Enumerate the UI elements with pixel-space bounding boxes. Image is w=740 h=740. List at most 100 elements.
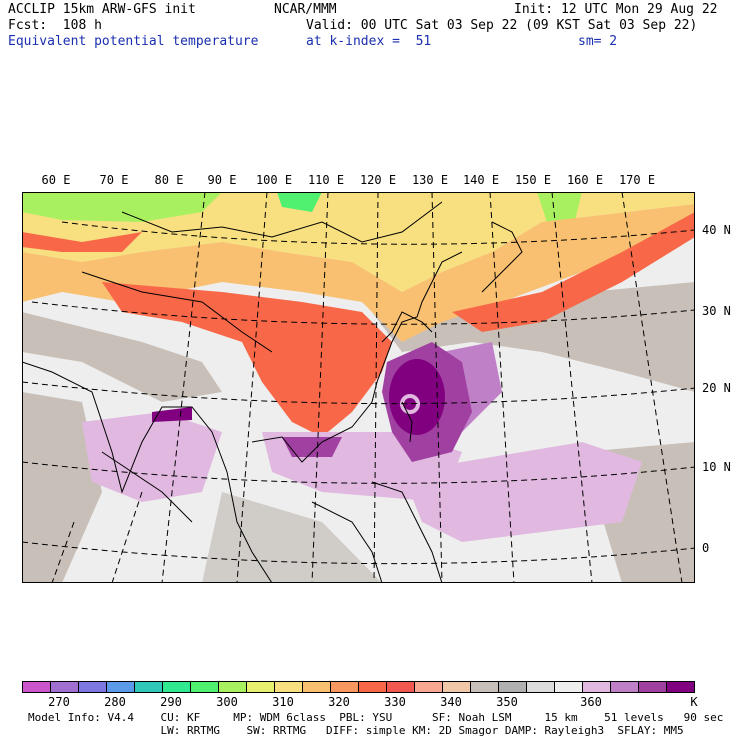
coastline — [22, 361, 273, 583]
shading-yellow — [22, 192, 695, 292]
model-info-line1: Model Info: V4.4 CU: KF MP: WDM 6class P… — [28, 711, 724, 724]
shading-purple — [152, 407, 192, 422]
lon-gridline — [236, 192, 268, 583]
lat-label: 40 N — [702, 223, 731, 237]
colorbar-swatch — [163, 682, 191, 692]
shading-red — [452, 212, 695, 332]
lon-gridline — [621, 192, 683, 583]
colorbar-swatch — [331, 682, 359, 692]
colorbar-swatch — [667, 682, 694, 692]
colorbar-swatch — [135, 682, 163, 692]
country-border — [81, 271, 273, 353]
lon-label: 90 E — [207, 173, 237, 187]
level-index: at k-index = 51 — [306, 34, 432, 49]
shading-green — [277, 192, 322, 212]
lon-label: 160 E — [566, 173, 604, 187]
forecast-hour: Fcst: 108 h — [8, 18, 102, 33]
colorbar-swatch — [499, 682, 527, 692]
shading-green — [22, 192, 222, 222]
lon-gridline — [111, 491, 143, 583]
colorbar-swatch — [527, 682, 555, 692]
colorbar-swatch — [359, 682, 387, 692]
model-info-line2: LW: RRTMG SW: RRTMG DIFF: simple KM: 2D … — [28, 724, 684, 737]
lon-gridline — [551, 192, 593, 583]
lon-gridline — [431, 192, 443, 583]
colorbar-tick: 350 — [496, 695, 518, 709]
valid-time: Valid: 00 UTC Sat 03 Sep 22 (09 KST Sat … — [306, 18, 698, 33]
shading-orange — [22, 204, 695, 342]
lon-gridline — [161, 192, 206, 583]
colorbar-swatch — [79, 682, 107, 692]
lon-label: 110 E — [307, 173, 345, 187]
lat-gridline — [22, 381, 695, 405]
colorbar-unit: K — [690, 695, 698, 709]
colorbar-tick: 320 — [328, 695, 350, 709]
lon-label: 100 E — [255, 173, 293, 187]
theta-e-map — [22, 192, 695, 583]
colorbar-tick: 310 — [272, 695, 294, 709]
lon-gridline — [373, 192, 379, 583]
lon-label: 170 E — [618, 173, 656, 187]
lon-label: 150 E — [514, 173, 552, 187]
colorbar-swatch — [23, 682, 51, 692]
shading-red — [22, 232, 142, 252]
colorbar-swatch — [219, 682, 247, 692]
lon-label: 130 E — [411, 173, 449, 187]
colorbar-swatch — [415, 682, 443, 692]
lon-gridline — [311, 192, 329, 583]
field-name: Equivalent potential temperature — [8, 34, 259, 49]
map-frame — [22, 192, 695, 583]
country-border — [121, 201, 443, 243]
colorbar-swatch — [611, 682, 639, 692]
shading-grey — [22, 312, 222, 402]
coastline — [381, 311, 433, 343]
lon-label: 70 E — [99, 173, 129, 187]
colorbar-tick: 290 — [160, 695, 182, 709]
colorbar-swatch — [639, 682, 667, 692]
coastline — [371, 481, 443, 583]
shading-lilac — [82, 412, 222, 502]
colorbar-tick: 270 — [48, 695, 70, 709]
coastline — [311, 501, 383, 583]
lon-gridline — [489, 192, 515, 583]
shading-lilac — [402, 442, 642, 542]
shading-grey — [22, 392, 102, 583]
lat-gridline — [31, 301, 695, 325]
lat-label: 0 — [702, 541, 710, 555]
colorbar-swatch — [471, 682, 499, 692]
center-name: NCAR/MMM — [274, 2, 337, 17]
lon-gridline — [51, 521, 75, 583]
lat-label: 20 N — [702, 381, 731, 395]
colorbar-tick: 280 — [104, 695, 126, 709]
colorbar-swatch — [275, 682, 303, 692]
colorbar-swatch — [247, 682, 275, 692]
coastline — [101, 451, 193, 523]
init-time: Init: 12 UTC Mon 29 Aug 22 — [514, 2, 718, 17]
lon-label: 60 E — [41, 173, 71, 187]
lat-gridline — [61, 221, 695, 245]
colorbar-swatch — [583, 682, 611, 692]
model-title: ACCLIP 15km ARW-GFS init — [8, 2, 196, 17]
lat-gridline — [22, 541, 695, 565]
colorbar-swatch — [107, 682, 135, 692]
colorbar-tick: 340 — [440, 695, 462, 709]
colorbar-swatch — [303, 682, 331, 692]
shading-purple — [282, 437, 342, 457]
colorbar — [22, 681, 695, 693]
lat-label: 30 N — [702, 304, 731, 318]
colorbar-tick: 300 — [216, 695, 238, 709]
coastline — [401, 401, 413, 443]
coastline — [251, 251, 463, 463]
lon-label: 140 E — [462, 173, 500, 187]
colorbar-tick: 330 — [384, 695, 406, 709]
lon-label: 120 E — [359, 173, 397, 187]
colorbar-swatch — [443, 682, 471, 692]
colorbar-swatch — [191, 682, 219, 692]
coastline — [481, 221, 523, 293]
lat-label: 10 N — [702, 460, 731, 474]
colorbar-swatch — [387, 682, 415, 692]
colorbar-swatch — [555, 682, 583, 692]
smoothing: sm= 2 — [578, 34, 618, 49]
colorbar-swatch — [51, 682, 79, 692]
colorbar-tick: 360 — [580, 695, 602, 709]
